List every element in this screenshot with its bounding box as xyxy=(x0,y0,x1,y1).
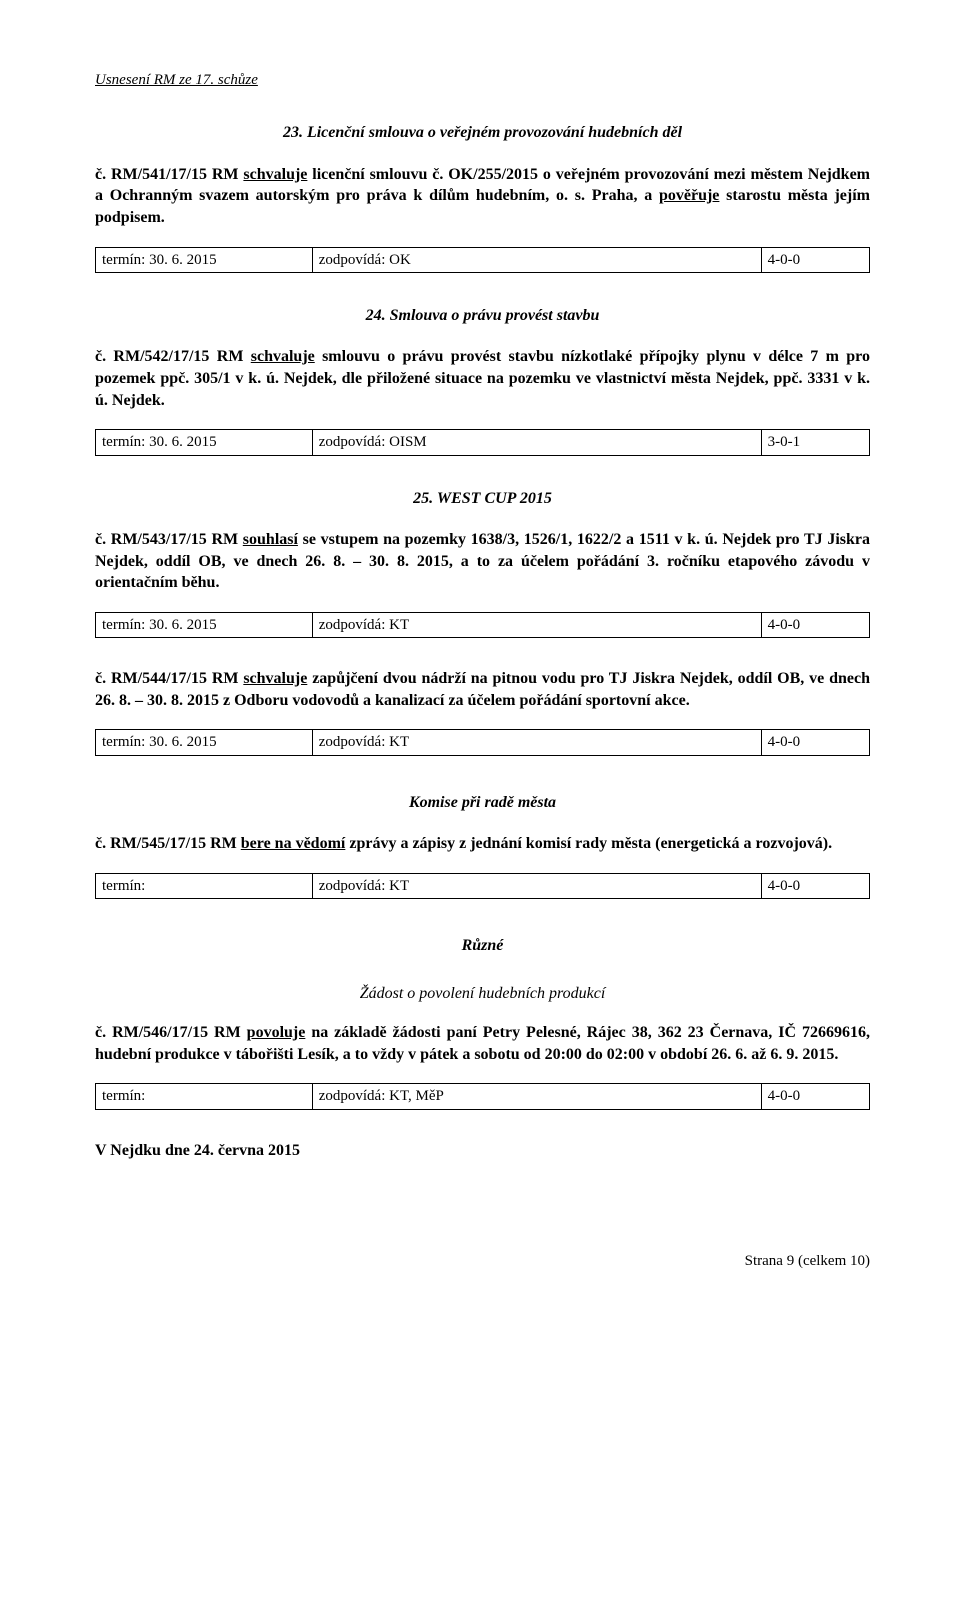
table-row: termín: zodpovídá: KT 4-0-0 xyxy=(96,873,870,898)
resolution-543: č. RM/543/17/15 RM souhlasí se vstupem n… xyxy=(95,529,870,594)
term-cell: termín: 30. 6. 2015 xyxy=(96,247,313,272)
res-rest: zprávy a zápisy z jednání komisí rady mě… xyxy=(345,835,832,852)
section-23-title: 23. Licenční smlouva o veřejném provozov… xyxy=(95,122,870,144)
term-cell: zodpovídá: KT xyxy=(312,730,761,755)
term-table-542: termín: 30. 6. 2015 zodpovídá: OISM 3-0-… xyxy=(95,429,870,455)
res-prefix: č. RM/542/17/15 RM xyxy=(95,348,251,365)
res-verb: povoluje xyxy=(247,1024,306,1041)
term-cell: 4-0-0 xyxy=(761,247,869,272)
res-prefix: č. RM/543/17/15 RM xyxy=(95,531,243,548)
res-verb: souhlasí xyxy=(243,531,298,548)
section-25-title: 25. WEST CUP 2015 xyxy=(95,488,870,510)
resolution-541: č. RM/541/17/15 RM schvaluje licenční sm… xyxy=(95,164,870,229)
res-prefix: č. RM/541/17/15 RM xyxy=(95,166,243,183)
resolution-545: č. RM/545/17/15 RM bere na vědomí zprávy… xyxy=(95,833,870,855)
res-verb: schvaluje xyxy=(243,166,307,183)
komise-title: Komise při radě města xyxy=(95,792,870,814)
table-row: termín: 30. 6. 2015 zodpovídá: OISM 3-0-… xyxy=(96,430,870,455)
term-table-541: termín: 30. 6. 2015 zodpovídá: OK 4-0-0 xyxy=(95,247,870,273)
section-24-title: 24. Smlouva o právu provést stavbu xyxy=(95,305,870,327)
ruzne-subtitle: Žádost o povolení hudebních produkcí xyxy=(95,983,870,1005)
term-cell: 4-0-0 xyxy=(761,1084,869,1109)
table-row: termín: zodpovídá: KT, MěP 4-0-0 xyxy=(96,1084,870,1109)
page-header: Usnesení RM ze 17. schůze xyxy=(95,70,870,90)
term-cell: zodpovídá: KT xyxy=(312,612,761,637)
term-cell: zodpovídá: KT xyxy=(312,873,761,898)
term-table-544: termín: 30. 6. 2015 zodpovídá: KT 4-0-0 xyxy=(95,729,870,755)
res-prefix: č. RM/545/17/15 RM xyxy=(95,835,241,852)
table-row: termín: 30. 6. 2015 zodpovídá: OK 4-0-0 xyxy=(96,247,870,272)
term-cell: termín: 30. 6. 2015 xyxy=(96,612,313,637)
term-cell: zodpovídá: OISM xyxy=(312,430,761,455)
term-cell: 4-0-0 xyxy=(761,873,869,898)
term-cell: zodpovídá: KT, MěP xyxy=(312,1084,761,1109)
term-cell: 4-0-0 xyxy=(761,612,869,637)
term-table-546: termín: zodpovídá: KT, MěP 4-0-0 xyxy=(95,1083,870,1109)
signed-text: V Nejdku dne 24. června 2015 xyxy=(95,1142,300,1159)
ruzne-title: Různé xyxy=(95,935,870,957)
table-row: termín: 30. 6. 2015 zodpovídá: KT 4-0-0 xyxy=(96,612,870,637)
res-prefix: č. RM/546/17/15 RM xyxy=(95,1024,247,1041)
resolution-546: č. RM/546/17/15 RM povoluje na základě ž… xyxy=(95,1022,870,1065)
resolution-544: č. RM/544/17/15 RM schvaluje zapůjčení d… xyxy=(95,668,870,711)
term-cell: termín: 30. 6. 2015 xyxy=(96,430,313,455)
term-cell: 4-0-0 xyxy=(761,730,869,755)
res-verb: bere na vědomí xyxy=(241,835,346,852)
resolution-542: č. RM/542/17/15 RM schvaluje smlouvu o p… xyxy=(95,346,870,411)
signed-date: V Nejdku dne 24. června 2015 xyxy=(95,1140,870,1162)
res-verb: schvaluje xyxy=(243,670,307,687)
res-prefix: č. RM/544/17/15 RM xyxy=(95,670,243,687)
res-tail-verb: pověřuje xyxy=(659,187,719,204)
term-cell: termín: xyxy=(96,1084,313,1109)
term-cell: termín: 30. 6. 2015 xyxy=(96,730,313,755)
term-cell: 3-0-1 xyxy=(761,430,869,455)
term-table-545: termín: zodpovídá: KT 4-0-0 xyxy=(95,873,870,899)
table-row: termín: 30. 6. 2015 zodpovídá: KT 4-0-0 xyxy=(96,730,870,755)
term-cell: zodpovídá: OK xyxy=(312,247,761,272)
term-table-543: termín: 30. 6. 2015 zodpovídá: KT 4-0-0 xyxy=(95,612,870,638)
term-cell: termín: xyxy=(96,873,313,898)
res-verb: schvaluje xyxy=(251,348,315,365)
page-footer: Strana 9 (celkem 10) xyxy=(95,1251,870,1271)
